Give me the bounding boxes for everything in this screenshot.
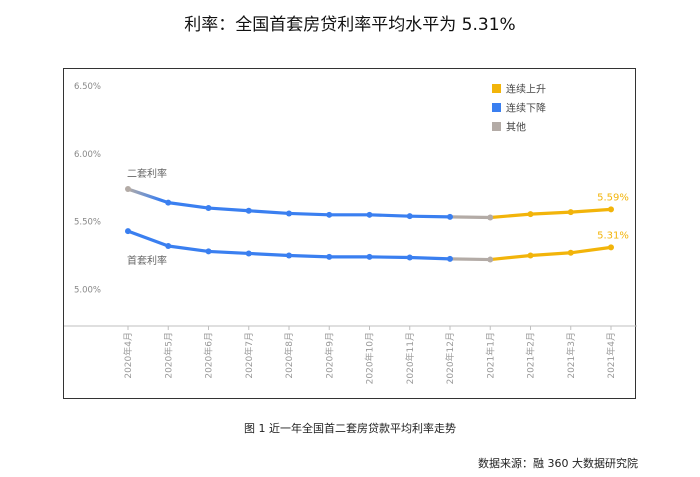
data-point <box>286 210 292 217</box>
data-source: 数据来源：融 360 大数据研究院 <box>478 457 638 470</box>
series-segment <box>408 214 452 219</box>
data-point <box>447 213 453 220</box>
data-point <box>165 243 172 249</box>
x-tick-label: 2020年10月 <box>364 332 376 384</box>
series-name-label: 首套利率 <box>127 254 167 267</box>
x-tick-label: 2021年1月 <box>484 332 496 379</box>
data-point <box>567 249 574 256</box>
series-segment <box>126 229 170 248</box>
x-tick-label: 2021年3月 <box>565 332 577 379</box>
line-chart: 6.50% 6.00% 5.50% 5.00% 2020年4月 2020年5月 2020年6… <box>64 82 637 384</box>
series-segment <box>287 211 331 217</box>
series-name-label: 二套利率 <box>127 167 167 180</box>
data-point <box>245 207 252 214</box>
end-value-label: 5.59% <box>597 192 629 203</box>
data-point <box>205 248 212 255</box>
data-point <box>527 252 534 259</box>
x-tick-label: 2020年12月 <box>444 332 456 384</box>
legend-swatch <box>492 84 501 93</box>
chart-title: 利率：全国首套房贷利率平均水平为 5.31% <box>184 15 516 35</box>
legend-label: 其他 <box>506 121 526 134</box>
series-segment <box>247 251 291 258</box>
series-segment <box>528 210 573 216</box>
data-point <box>326 253 333 260</box>
series-segment <box>367 255 412 260</box>
data-point <box>125 228 131 235</box>
data-point <box>527 211 534 218</box>
data-point <box>245 250 252 257</box>
data-point <box>567 209 574 216</box>
x-tick-label: 2020年5月 <box>162 332 174 379</box>
data-point <box>487 214 494 221</box>
y-tick-label: 5.50% <box>74 218 101 228</box>
series-segment <box>166 201 211 210</box>
series-segment <box>247 209 291 216</box>
data-point <box>366 211 373 218</box>
series-segment <box>126 187 170 205</box>
y-tick-label: 6.00% <box>74 150 101 160</box>
legend-label: 连续上升 <box>506 83 546 96</box>
series-segment <box>488 212 533 220</box>
data-point <box>608 244 614 251</box>
data-point <box>406 254 413 261</box>
chart-frame: 6.50% 6.00% 5.50% 5.00% 2020年4月 2020年5月 2020年6… <box>63 68 637 399</box>
x-tick-label: 2020年7月 <box>243 332 255 379</box>
end-value-label: 5.31% <box>597 230 629 241</box>
data-point <box>366 253 373 260</box>
series-segment <box>448 215 492 220</box>
figure-caption: 图 1 近一年全国首二套房贷款平均利率走势 <box>244 422 456 435</box>
series-segment <box>488 253 533 262</box>
x-tick-label: 2021年4月 <box>605 332 617 379</box>
series-segment <box>287 253 331 259</box>
data-point <box>608 206 614 213</box>
legend-swatch <box>492 103 501 112</box>
series-segment <box>569 245 613 255</box>
series-segment <box>569 207 613 214</box>
x-tick-label: 2020年6月 <box>203 332 215 379</box>
x-tick-label: 2020年8月 <box>283 332 295 379</box>
x-tick-label: 2020年4月 <box>122 332 134 379</box>
x-tick-label: 2021年2月 <box>525 332 537 379</box>
data-point <box>286 252 292 259</box>
series-segment <box>448 257 492 262</box>
series-segment <box>528 251 573 258</box>
legend-label: 连续下降 <box>506 102 546 115</box>
series-segment <box>206 206 251 213</box>
x-tick-label: 2020年9月 <box>323 332 335 379</box>
data-point <box>487 256 494 263</box>
data-point <box>406 213 413 220</box>
series-segment <box>206 249 251 256</box>
series-segment <box>408 255 452 261</box>
legend-swatch <box>492 122 501 131</box>
series-segment <box>367 213 412 218</box>
data-point <box>125 186 131 193</box>
series-segment <box>166 244 211 254</box>
x-tick-label: 2020年11月 <box>404 332 416 384</box>
data-point <box>447 255 453 262</box>
data-point <box>326 211 333 218</box>
y-tick-label: 5.00% <box>74 285 101 295</box>
y-tick-label: 6.50% <box>74 82 101 92</box>
data-point <box>165 199 172 206</box>
data-point <box>205 205 212 212</box>
